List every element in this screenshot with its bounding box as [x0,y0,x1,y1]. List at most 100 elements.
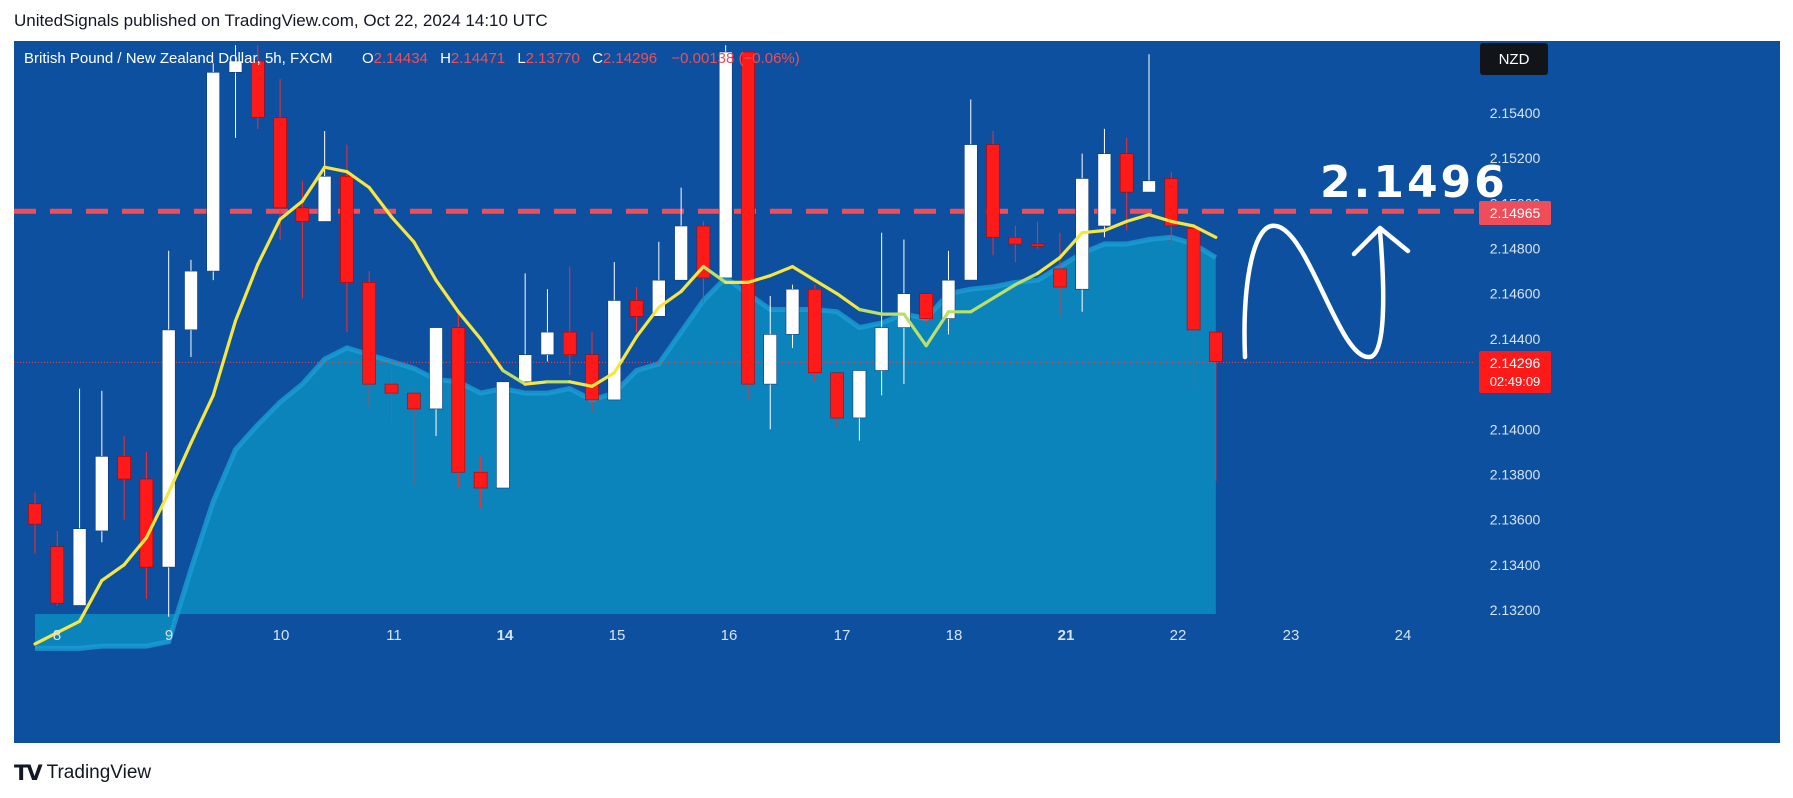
candle [429,327,443,437]
ma-segment [479,337,505,373]
time-axis-label: 21 [1058,627,1075,644]
legend-symbol: British Pound / New Zealand Dollar, 5h, … [24,50,332,67]
tradingview-logo[interactable]: TV TradingView [14,761,151,785]
arrow-up-icon [1351,225,1411,257]
candle [340,144,354,333]
candle-body [28,503,42,525]
price-tags: 2.14965 2.14296 02:49:09 [1479,201,1551,393]
annotation-drawing [1242,223,1411,360]
price-axis-label: 2.14400 [1490,331,1541,347]
ma-segment [434,278,460,314]
ma-segment [1080,228,1107,235]
candle-body [161,329,176,568]
moving-average [33,165,1218,646]
chart-panel[interactable]: British Pound / New Zealand Dollar, 5h, … [14,41,1780,743]
candle [585,332,599,412]
time-axis-label: 18 [946,627,963,644]
candle-body [184,270,198,331]
candle [1008,225,1023,263]
candle [496,381,510,489]
legend-o-label: O [362,50,374,67]
legend-c-value: 2.14296 [603,50,657,67]
candle-body [1186,227,1201,331]
ma-segment [768,265,795,278]
last-price-tag: 2.14296 [1490,355,1541,371]
candle-body [384,383,399,394]
candle [1164,171,1179,245]
ma-segment [857,307,884,316]
candle-body [139,478,154,568]
candle [228,45,243,138]
legend-ohlc: O2.14434 H2.14471 L2.13770 C2.14296 −0.0… [362,50,800,67]
wave-drawing[interactable] [1242,223,1386,360]
ma-segment [746,274,772,284]
candle-body [1008,237,1023,245]
candle-body [562,331,577,356]
candle [206,63,220,281]
candle-body [473,471,488,489]
candle [785,284,800,348]
candle-body [362,282,377,385]
price-axis-label: 2.13200 [1490,602,1541,618]
candle-body [941,279,956,319]
candle-body [1053,268,1067,288]
candle [50,530,65,606]
price-axis-label: 2.15400 [1490,105,1541,121]
chart-legend: British Pound / New Zealand Dollar, 5h, … [24,50,800,67]
legend-c-label: C [592,50,603,67]
candle-body [50,546,65,604]
candle [406,388,421,486]
candle-body [429,327,443,410]
ma-segment [100,563,126,583]
candle [184,259,198,357]
candle [28,492,42,554]
candle [852,370,867,441]
ma-segment [55,619,82,635]
candle-body [651,279,666,317]
ma-segment [1191,224,1218,239]
ma-segment [991,283,1017,300]
candle-body [741,51,755,385]
candle [362,271,377,407]
candle [251,45,265,129]
candle [384,370,399,423]
price-axis-label: 2.14800 [1490,241,1541,257]
ma-segment [568,380,594,388]
candle [1142,54,1156,193]
candle [1119,137,1134,231]
candle-body [874,327,889,371]
candle-body [117,456,131,480]
candle [1053,232,1067,317]
candle-body [629,300,644,317]
candle [919,293,934,324]
candle [317,131,332,222]
ma-segment [256,217,282,266]
ma-segment [367,185,394,219]
tradingview-logo-text: TradingView [46,762,152,783]
ma-segment [1035,256,1062,275]
candle-body [852,370,867,419]
ma-segment [1169,219,1196,228]
time-axis-label: 11 [386,627,402,644]
price-chart[interactable]: British Pound / New Zealand Dollar, 5h, … [14,41,1780,743]
ma-segment [790,265,817,282]
candle-body [406,392,421,410]
ma-segment [389,215,416,244]
legend-h-value: 2.14471 [451,50,505,67]
candle-body [807,288,822,374]
ma-segment [1013,271,1040,287]
ma-segment [323,165,349,174]
candle-body [251,60,265,118]
candle [562,266,577,376]
currency-badge[interactable]: NZD [1499,51,1530,68]
candle [540,289,555,362]
ma-segment [701,265,728,284]
currency-badge-bg[interactable] [1480,43,1548,75]
ma-segment [278,199,304,221]
candle [161,250,176,617]
ma-segment [924,310,951,348]
ma-segment [345,170,371,190]
candle [763,295,778,430]
candle-body [963,144,978,281]
time-axis-label: 14 [497,627,514,644]
